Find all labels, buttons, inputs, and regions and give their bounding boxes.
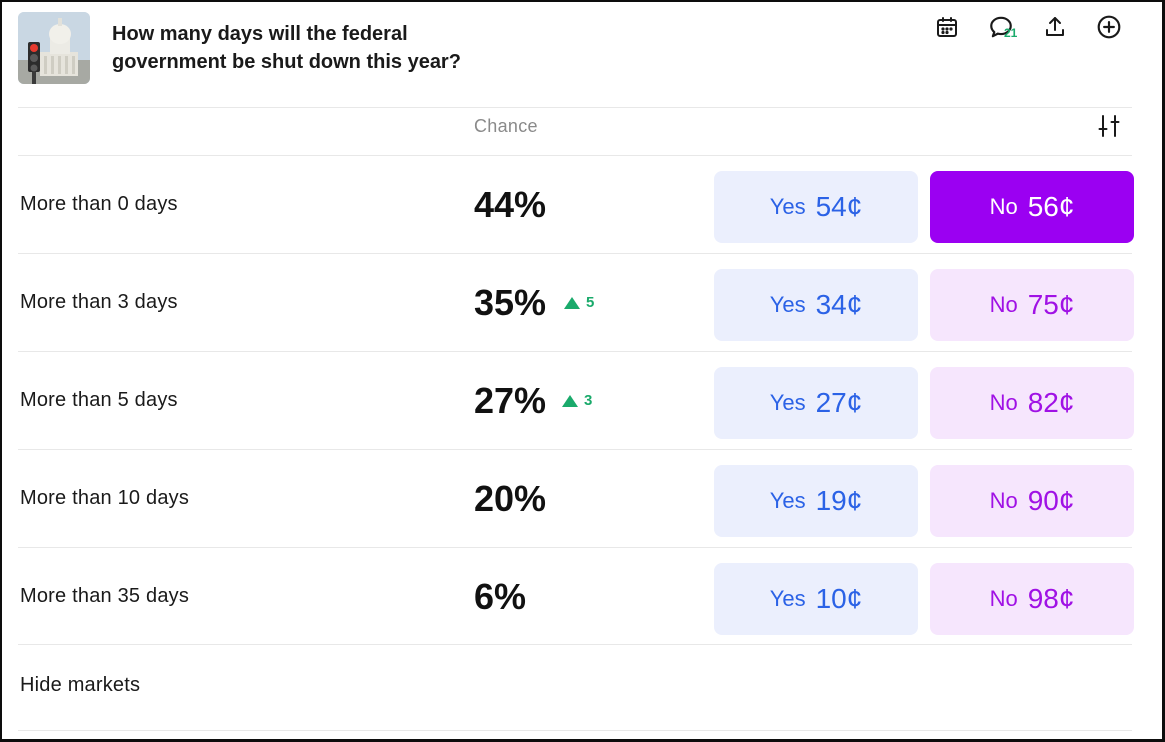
no-price: 75¢ bbox=[1027, 289, 1075, 320]
yes-price: 10¢ bbox=[815, 583, 863, 614]
comment-icon bbox=[990, 16, 1012, 38]
divider bbox=[18, 351, 1132, 352]
yes-price: 34¢ bbox=[815, 289, 863, 320]
add-icon bbox=[1097, 15, 1121, 39]
buy-no-button[interactable]: No 75¢ bbox=[930, 269, 1134, 341]
buy-no-button[interactable]: No 98¢ bbox=[930, 563, 1134, 635]
chance-change: 5 bbox=[564, 294, 594, 311]
chance-value: 20% bbox=[474, 478, 547, 519]
share-icon bbox=[1046, 17, 1064, 36]
up-arrow-icon bbox=[564, 296, 580, 309]
add-button[interactable] bbox=[1094, 12, 1124, 42]
no-price: 90¢ bbox=[1027, 485, 1075, 516]
buy-no-button[interactable]: No 82¢ bbox=[930, 367, 1134, 439]
market-row: More than 10 days 20% Yes 19¢ No 90¢ bbox=[18, 450, 1134, 547]
no-label: No bbox=[989, 586, 1018, 611]
market-title: How many days will the federal governmen… bbox=[112, 23, 461, 73]
no-price: 82¢ bbox=[1027, 387, 1075, 418]
buy-yes-button[interactable]: Yes 27¢ bbox=[714, 367, 918, 439]
outcome-label: More than 3 days bbox=[20, 291, 178, 313]
no-label: No bbox=[989, 488, 1018, 513]
divider bbox=[18, 547, 1132, 548]
buy-yes-button[interactable]: Yes 19¢ bbox=[714, 465, 918, 537]
no-label: No bbox=[989, 390, 1018, 415]
chance-value: 35% bbox=[474, 282, 547, 323]
comment-count-badge: 21 bbox=[1004, 26, 1018, 40]
chance-delta-value: 3 bbox=[584, 392, 593, 409]
chance-change: 3 bbox=[562, 392, 592, 409]
outcome-label: More than 0 days bbox=[20, 193, 178, 215]
up-arrow-icon bbox=[562, 394, 578, 407]
yes-price: 27¢ bbox=[815, 387, 863, 418]
share-button[interactable] bbox=[1040, 12, 1070, 42]
divider bbox=[18, 644, 1132, 645]
yes-price: 54¢ bbox=[815, 191, 863, 222]
buy-no-button[interactable]: No 56¢ bbox=[930, 171, 1134, 243]
divider bbox=[18, 155, 1132, 156]
market-row: More than 5 days 27% 3 Yes 27¢ No 82¢ bbox=[18, 352, 1134, 449]
chance-delta-value: 5 bbox=[586, 294, 595, 311]
chance-column-header: Chance bbox=[474, 116, 538, 136]
no-price: 98¢ bbox=[1027, 583, 1075, 614]
comments-button[interactable] bbox=[986, 12, 1016, 42]
chance-value: 44% bbox=[474, 184, 547, 225]
yes-label: Yes bbox=[769, 586, 806, 611]
buy-yes-button[interactable]: Yes 34¢ bbox=[714, 269, 918, 341]
yes-label: Yes bbox=[769, 194, 806, 219]
buy-yes-button[interactable]: Yes 54¢ bbox=[714, 171, 918, 243]
chance-value: 6% bbox=[474, 576, 527, 617]
yes-label: Yes bbox=[769, 292, 806, 317]
calendar-button[interactable] bbox=[932, 12, 962, 42]
market-header: How many days will the federal governmen… bbox=[18, 12, 1162, 86]
outcome-label: More than 5 days bbox=[20, 389, 178, 411]
no-label: No bbox=[989, 194, 1018, 219]
filter-button[interactable] bbox=[1094, 111, 1124, 141]
market-row: More than 0 days 44% Yes 54¢ No 56¢ bbox=[18, 156, 1134, 253]
chance-value: 27% bbox=[474, 380, 547, 421]
no-label: No bbox=[989, 292, 1018, 317]
outcome-label: More than 10 days bbox=[20, 487, 190, 509]
divider bbox=[18, 253, 1132, 254]
divider bbox=[18, 730, 1132, 731]
divider bbox=[18, 449, 1132, 450]
yes-label: Yes bbox=[769, 390, 806, 415]
calendar-icon bbox=[937, 17, 957, 37]
market-thumbnail bbox=[18, 12, 90, 84]
yes-price: 19¢ bbox=[815, 485, 863, 516]
divider bbox=[18, 107, 1132, 108]
yes-label: Yes bbox=[769, 488, 806, 513]
market-row: More than 35 days 6% Yes 10¢ No 98¢ bbox=[18, 548, 1134, 645]
outcome-label: More than 35 days bbox=[20, 585, 190, 607]
market-row: More than 3 days 35% 5 Yes 34¢ No 75¢ bbox=[18, 254, 1134, 351]
sliders-icon bbox=[1098, 115, 1120, 137]
no-price: 56¢ bbox=[1027, 191, 1075, 222]
hide-markets-link[interactable]: Hide markets bbox=[20, 674, 141, 696]
buy-no-button[interactable]: No 90¢ bbox=[930, 465, 1134, 537]
buy-yes-button[interactable]: Yes 10¢ bbox=[714, 563, 918, 635]
